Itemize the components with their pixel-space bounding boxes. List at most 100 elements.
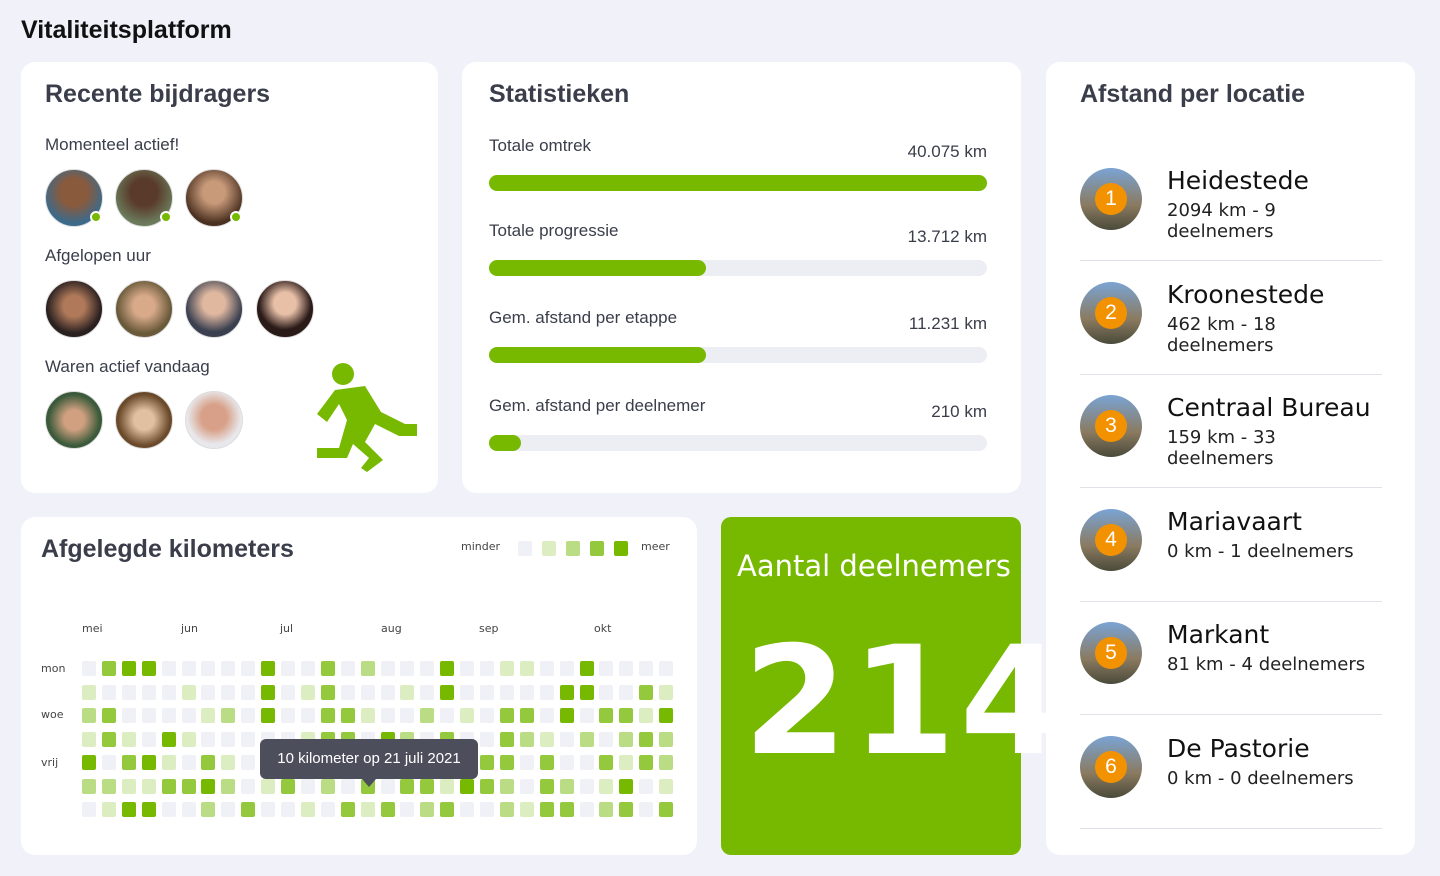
avatar[interactable] — [185, 391, 243, 449]
heatmap-day-cell[interactable] — [480, 731, 494, 747]
heatmap-day-cell[interactable] — [101, 661, 116, 676]
heatmap-day-cell[interactable] — [639, 684, 654, 700]
heatmap-day-cell[interactable] — [380, 708, 395, 723]
heatmap-day-cell[interactable] — [181, 684, 196, 700]
heatmap-day-cell[interactable] — [619, 778, 634, 794]
heatmap-day-cell[interactable] — [141, 661, 156, 676]
location-item[interactable]: 3 Centraal Bureau 159 km - 33 deelnemers — [1080, 375, 1382, 488]
location-item[interactable]: 5 Markant 81 km - 4 deelnemers — [1080, 602, 1382, 715]
heatmap-day-cell[interactable] — [281, 802, 295, 817]
heatmap-day-cell[interactable] — [161, 661, 176, 676]
heatmap-day-cell[interactable] — [82, 661, 96, 676]
heatmap-day-cell[interactable] — [519, 708, 534, 723]
avatar[interactable] — [185, 280, 243, 338]
heatmap-day-cell[interactable] — [221, 755, 236, 770]
heatmap-day-cell[interactable] — [559, 661, 574, 676]
heatmap-day-cell[interactable] — [340, 661, 355, 676]
heatmap-day-cell[interactable] — [360, 684, 375, 700]
heatmap-day-cell[interactable] — [101, 684, 116, 700]
heatmap-day-cell[interactable] — [499, 778, 514, 794]
heatmap-day-cell[interactable] — [241, 684, 256, 700]
heatmap-day-cell[interactable] — [360, 661, 375, 676]
heatmap-day-cell[interactable] — [400, 778, 415, 794]
heatmap-day-cell[interactable] — [360, 802, 375, 817]
heatmap-day-cell[interactable] — [281, 778, 295, 794]
heatmap-day-cell[interactable] — [101, 802, 116, 817]
heatmap-day-cell[interactable] — [539, 708, 554, 723]
heatmap-day-cell[interactable] — [161, 755, 176, 770]
heatmap-day-cell[interactable] — [121, 684, 136, 700]
heatmap-day-cell[interactable] — [221, 684, 236, 700]
heatmap-day-cell[interactable] — [101, 755, 116, 770]
heatmap-day-cell[interactable] — [579, 802, 594, 817]
heatmap-day-cell[interactable] — [221, 802, 236, 817]
heatmap-day-cell[interactable] — [499, 708, 514, 723]
heatmap-day-cell[interactable] — [82, 755, 96, 770]
heatmap-day-cell[interactable] — [400, 661, 415, 676]
heatmap-day-cell[interactable] — [440, 684, 455, 700]
heatmap-day-cell[interactable] — [181, 802, 196, 817]
heatmap-day-cell[interactable] — [380, 778, 395, 794]
heatmap-day-cell[interactable] — [599, 708, 614, 723]
heatmap-day-cell[interactable] — [141, 755, 156, 770]
heatmap-day-cell[interactable] — [261, 661, 276, 676]
heatmap-day-cell[interactable] — [161, 778, 176, 794]
heatmap-day-cell[interactable] — [440, 802, 455, 817]
heatmap-day-cell[interactable] — [519, 684, 534, 700]
heatmap-day-cell[interactable] — [539, 731, 554, 747]
heatmap-day-cell[interactable] — [121, 708, 136, 723]
heatmap-day-cell[interactable] — [519, 661, 534, 676]
heatmap-day-cell[interactable] — [499, 661, 514, 676]
heatmap-day-cell[interactable] — [639, 708, 654, 723]
heatmap-day-cell[interactable] — [400, 802, 415, 817]
heatmap-day-cell[interactable] — [499, 684, 514, 700]
heatmap-day-cell[interactable] — [141, 708, 156, 723]
heatmap-day-cell[interactable] — [300, 708, 315, 723]
heatmap-day-cell[interactable] — [440, 661, 455, 676]
heatmap-day-cell[interactable] — [101, 708, 116, 723]
heatmap-day-cell[interactable] — [161, 708, 176, 723]
heatmap-day-cell[interactable] — [499, 731, 514, 747]
heatmap-day-cell[interactable] — [519, 778, 534, 794]
heatmap-day-cell[interactable] — [201, 731, 216, 747]
heatmap-day-cell[interactable] — [221, 661, 236, 676]
heatmap-day-cell[interactable] — [340, 802, 355, 817]
heatmap-day-cell[interactable] — [201, 778, 216, 794]
heatmap-day-cell[interactable] — [380, 684, 395, 700]
heatmap-day-cell[interactable] — [619, 684, 634, 700]
heatmap-day-cell[interactable] — [480, 661, 494, 676]
heatmap-day-cell[interactable] — [141, 684, 156, 700]
heatmap-day-cell[interactable] — [181, 708, 196, 723]
heatmap-day-cell[interactable] — [201, 708, 216, 723]
heatmap-day-cell[interactable] — [539, 802, 554, 817]
heatmap-day-cell[interactable] — [82, 802, 96, 817]
heatmap-day-cell[interactable] — [559, 708, 574, 723]
heatmap-day-cell[interactable] — [420, 708, 435, 723]
heatmap-day-cell[interactable] — [420, 778, 435, 794]
heatmap-day-cell[interactable] — [599, 755, 614, 770]
heatmap-day-cell[interactable] — [539, 778, 554, 794]
heatmap-day-cell[interactable] — [460, 778, 475, 794]
heatmap-day-cell[interactable] — [480, 708, 494, 723]
heatmap-day-cell[interactable] — [82, 731, 96, 747]
heatmap-day-cell[interactable] — [579, 661, 594, 676]
heatmap-day-cell[interactable] — [539, 684, 554, 700]
heatmap-day-cell[interactable] — [281, 708, 295, 723]
heatmap-day-cell[interactable] — [599, 802, 614, 817]
heatmap-day-cell[interactable] — [340, 778, 355, 794]
avatar[interactable] — [256, 280, 314, 338]
heatmap-day-cell[interactable] — [499, 755, 514, 770]
avatar[interactable] — [115, 169, 173, 227]
heatmap-day-cell[interactable] — [261, 778, 276, 794]
avatar[interactable] — [115, 280, 173, 338]
heatmap-day-cell[interactable] — [499, 802, 514, 817]
heatmap-day-cell[interactable] — [201, 661, 216, 676]
heatmap-day-cell[interactable] — [539, 661, 554, 676]
location-item[interactable]: 2 Kroonestede 462 km - 18 deelnemers — [1080, 262, 1382, 375]
heatmap-day-cell[interactable] — [659, 755, 674, 770]
heatmap-day-cell[interactable] — [460, 684, 475, 700]
heatmap-day-cell[interactable] — [659, 684, 674, 700]
heatmap-day-cell[interactable] — [599, 661, 614, 676]
heatmap-day-cell[interactable] — [420, 684, 435, 700]
heatmap-day-cell[interactable] — [320, 708, 335, 723]
